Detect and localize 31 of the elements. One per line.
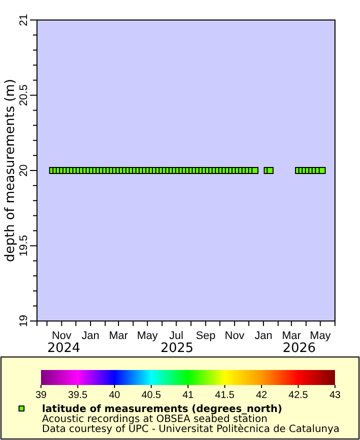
- text: 2026: [282, 341, 316, 356]
- color-bar-label: 39.5: [68, 390, 88, 402]
- color-bar-label: 42: [256, 390, 268, 402]
- x-tick-label: May: [310, 330, 332, 342]
- color-bar-label: 40.5: [142, 390, 162, 402]
- x-tick-label: Jul: [169, 330, 184, 342]
- x-tick-label: Nov: [224, 330, 245, 342]
- y-axis-title: depth of measurements (m): [3, 78, 18, 262]
- color-bar-label: 41.5: [215, 390, 235, 402]
- text: 2024: [47, 341, 80, 356]
- y-tick-label: 20.5: [18, 84, 30, 106]
- x-tick-label: May: [136, 330, 158, 342]
- legend-label: latitude of measurements (degrees_north): [42, 404, 282, 415]
- text: 2025: [160, 341, 194, 356]
- color-bar-label: 42.5: [288, 390, 308, 402]
- x-tick-label: Jan: [82, 330, 100, 342]
- x-tick-label: Nov: [52, 330, 72, 342]
- y-tick-label: 19.5: [18, 235, 30, 256]
- color-bar-label: 43: [329, 390, 341, 402]
- x-tick-label: Sep: [196, 330, 216, 342]
- x-tick-label: Mar: [109, 330, 128, 342]
- text: Data courtesy of UPC - Universitat Politècnica de Catalunya: [42, 424, 340, 435]
- color-bar-label: 39: [35, 390, 47, 402]
- color-bar-label: 41: [182, 390, 194, 402]
- y-tick-label: 20: [18, 164, 30, 177]
- x-tick-label: Mar: [282, 330, 302, 342]
- y-tick-label: 19: [18, 314, 30, 328]
- x-tick-label: Jan: [254, 330, 272, 342]
- y-tick-label: 21: [18, 14, 30, 26]
- color-bar-label: 40: [108, 390, 120, 402]
- text: Acoustic recordings at OBSEA seabed station: [42, 414, 268, 425]
